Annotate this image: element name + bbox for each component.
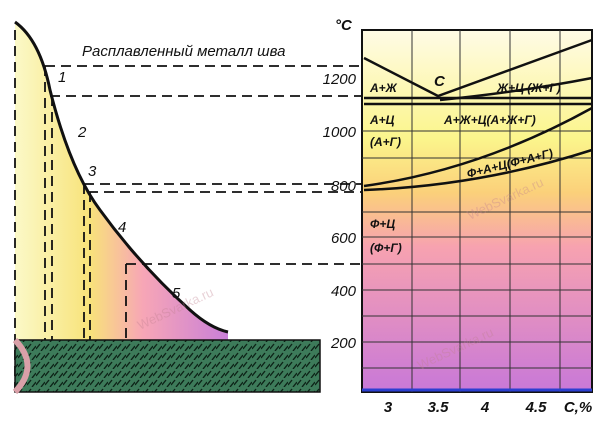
region-label: Ж+Ц (Ж+Г) <box>496 81 561 95</box>
region-label: А+Ж <box>369 81 398 95</box>
weld-metal <box>15 340 320 392</box>
molten-label: Расплавленный металл шва <box>82 43 285 60</box>
x-label: 3 <box>384 399 393 416</box>
page: °C Расплавленный металл шва 1 2 3 4 5 C … <box>0 0 598 418</box>
y-label: 600 <box>331 230 357 247</box>
region-label: (Ф+Г) <box>370 241 402 255</box>
y-label: 400 <box>331 283 357 300</box>
point-label: C <box>434 73 446 90</box>
y-label: 800 <box>331 178 357 195</box>
y-labels: 1200 1000 800 600 400 200 <box>323 71 357 352</box>
y-label: 200 <box>330 335 357 352</box>
x-label: 3.5 <box>428 399 450 416</box>
y-label: 1200 <box>323 71 357 88</box>
region-label: (А+Г) <box>370 135 401 149</box>
x-label: 4.5 <box>525 399 548 416</box>
zone-label: 1 <box>58 69 66 86</box>
region-label: Ф+Ц <box>370 217 395 231</box>
x-label: 4 <box>480 399 490 416</box>
y-label: 1000 <box>323 124 357 141</box>
x-label: C,% <box>564 399 592 416</box>
x-labels: 3 3.5 4 4.5 C,% <box>384 399 592 416</box>
unit: °C <box>335 17 353 34</box>
zone-label: 2 <box>77 124 87 141</box>
region-label: А+Ж+Ц(А+Ж+Г) <box>443 113 536 127</box>
zone-label: 4 <box>118 219 126 236</box>
zone-label: 3 <box>88 163 97 180</box>
region-label: А+Ц <box>369 113 395 127</box>
